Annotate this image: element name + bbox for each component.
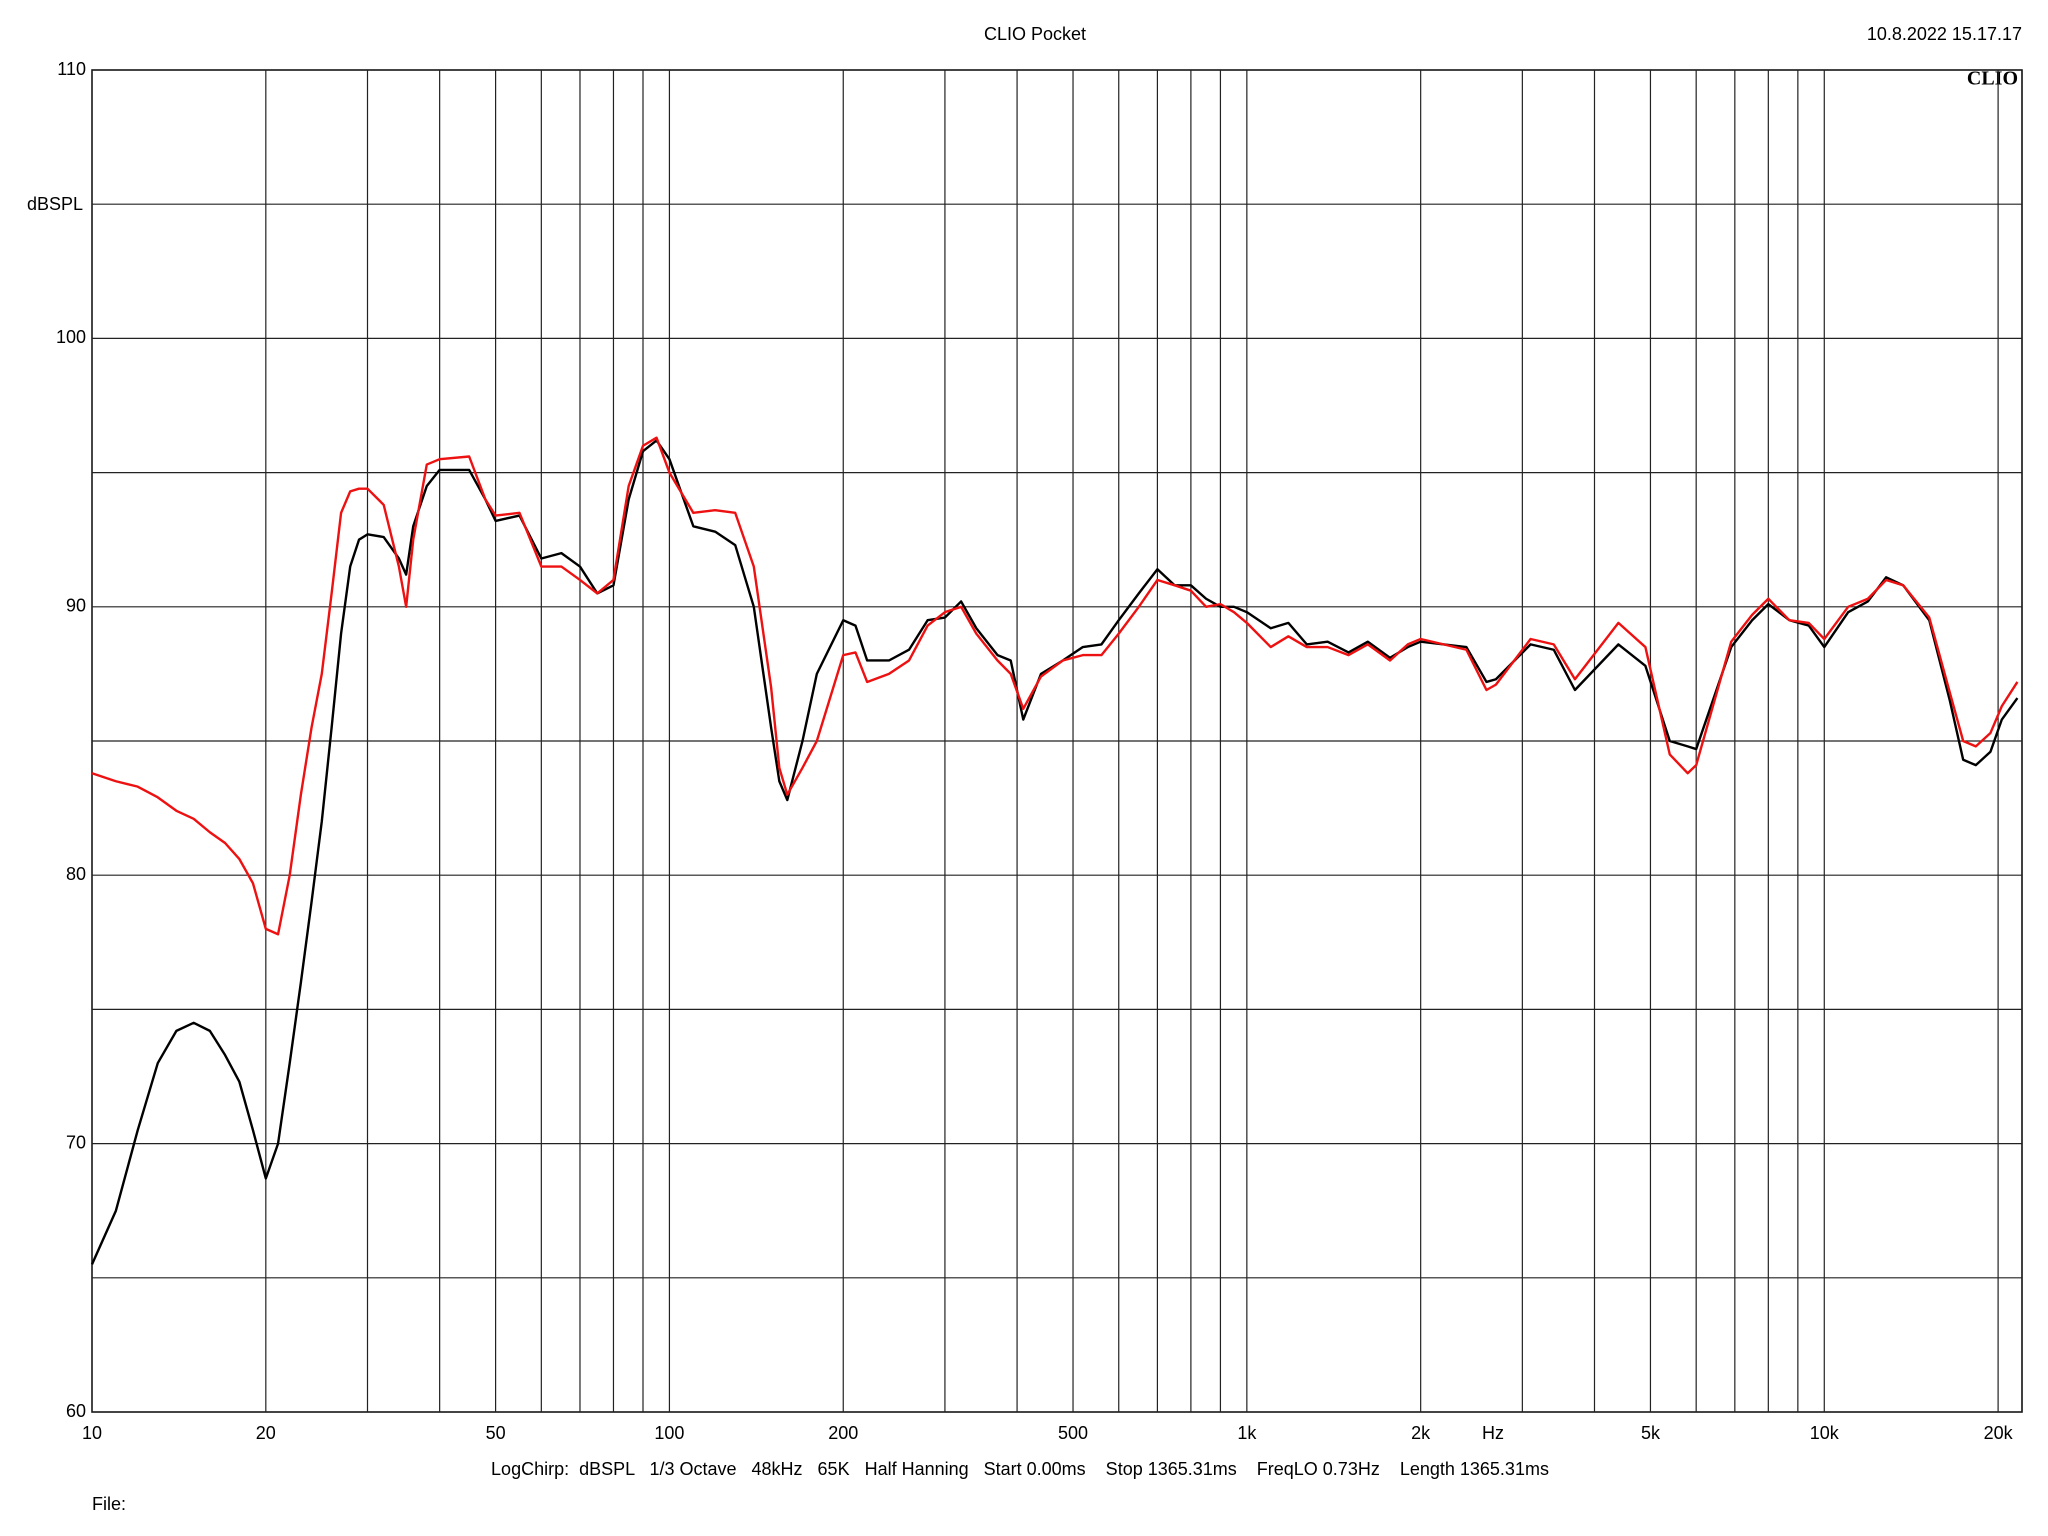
x-tick-label: 1k (1237, 1423, 1257, 1443)
x-tick-label: 200 (828, 1423, 858, 1443)
data-line (90, 439, 2019, 1265)
y-tick-label: 90 (66, 596, 86, 616)
logo: CLIO (1967, 68, 2018, 90)
settings-line: LogChirp: dBSPL 1/3 Octave 48kHz 65K Hal… (491, 1459, 1549, 1479)
x-tick-label: 50 (486, 1423, 506, 1443)
x-tick-label: 100 (654, 1423, 684, 1443)
x-tick-label: 500 (1058, 1423, 1088, 1443)
x-tick-label: 2k (1411, 1423, 1431, 1443)
chart-title: CLIO Pocket (984, 24, 1086, 44)
y-axis-label: dBSPL (27, 194, 83, 214)
y-tick-label: 100 (56, 327, 86, 347)
y-tick-label: 60 (66, 1401, 86, 1421)
file-label: File: (92, 1494, 126, 1514)
x-axis-label: Hz (1482, 1423, 1504, 1443)
data-line (91, 436, 2019, 936)
y-tick-label: 110 (57, 59, 86, 79)
x-tick-label: 20k (1984, 1423, 2014, 1443)
x-tick-label: 10k (1810, 1423, 1840, 1443)
y-tick-label: 70 (66, 1132, 86, 1152)
timestamp: 10.8.2022 15.17.17 (1867, 24, 2022, 44)
x-tick-label: 5k (1641, 1423, 1661, 1443)
x-tick-label: 20 (256, 1423, 276, 1443)
y-tick-label: 80 (66, 864, 86, 884)
x-tick-label: 10 (82, 1423, 102, 1443)
